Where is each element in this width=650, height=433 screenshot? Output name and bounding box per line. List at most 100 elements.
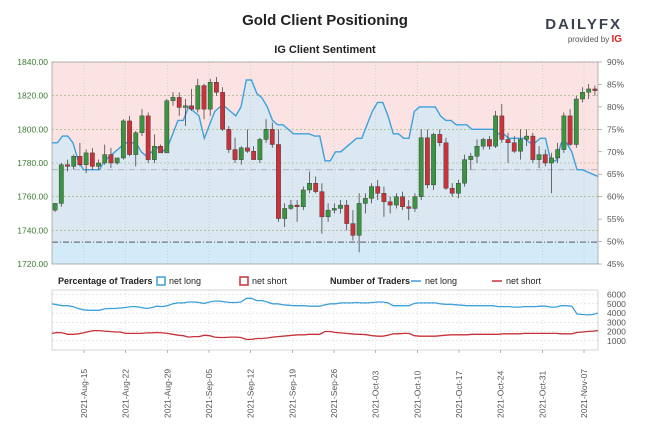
price-panel-border — [51, 61, 599, 265]
count-tick-label: 2000 — [607, 327, 626, 337]
candle-up — [164, 100, 170, 154]
candle-down — [220, 92, 225, 130]
candle-up — [580, 92, 585, 100]
candle-down — [89, 152, 95, 167]
pct-tick-label: 50% — [607, 237, 624, 247]
candle-up — [114, 157, 120, 164]
candle-up — [120, 120, 126, 159]
candle-down — [350, 223, 356, 236]
candle-up — [493, 115, 498, 147]
x-tick-label: 2021-Nov-07 — [579, 369, 589, 418]
candle-down — [214, 81, 219, 93]
count-short-line — [51, 329, 599, 341]
price-tick-label: 1760.00 — [17, 192, 48, 202]
candle-down — [232, 149, 238, 160]
candle-down — [313, 182, 319, 192]
legend-pct-short-label: net short — [252, 276, 288, 286]
candle-up — [307, 182, 312, 191]
candle-up — [418, 137, 424, 197]
candle-down — [511, 142, 517, 152]
candle-up — [480, 139, 486, 147]
pct-tick-label: 90% — [607, 57, 624, 67]
legend-num-short-label: net short — [506, 276, 542, 286]
x-tick-label: 2021-Aug-29 — [162, 369, 172, 418]
brand-block: DAILYFX provided by IG — [545, 16, 622, 45]
chart-title: Gold Client Positioning — [242, 12, 408, 29]
candle-up — [288, 204, 294, 209]
candle-down — [437, 134, 443, 143]
candle-up — [282, 208, 288, 219]
candle-down — [77, 156, 83, 165]
candle-up — [586, 88, 592, 93]
candle-down — [201, 85, 207, 110]
price-tick-label: 1780.00 — [17, 158, 48, 168]
candle-up — [300, 189, 306, 207]
candle-up — [468, 156, 474, 160]
candle-up — [325, 209, 331, 218]
candle-down — [344, 204, 350, 224]
count-long-line — [51, 297, 599, 316]
legend-pct-short-swatch — [239, 276, 249, 286]
price-tick-label: 1840.00 — [17, 57, 48, 67]
chart-subtitle: IG Client Sentiment — [274, 44, 376, 56]
candle-down — [449, 188, 455, 194]
candle-down — [567, 115, 573, 145]
lower-panel-border — [51, 289, 599, 351]
pct-tick-label: 45% — [607, 259, 624, 269]
x-tick-label: 2021-Sep-05 — [204, 369, 214, 418]
legend-num-long-label: net long — [425, 276, 457, 286]
count-tick-label: 5000 — [607, 299, 626, 309]
candle-down — [505, 139, 511, 144]
candle-up — [549, 157, 554, 164]
pct-long-area — [52, 80, 598, 264]
pct-tick-label: 65% — [607, 169, 624, 179]
candle-up — [238, 147, 244, 160]
legend-num-label: Number of Traders — [330, 276, 410, 286]
count-tick-label: 1000 — [607, 336, 626, 346]
x-tick-label: 2021-Aug-15 — [79, 369, 89, 418]
candle-down — [108, 154, 114, 164]
price-panel: 1720.00 1740.00 1760.00 1780.00 1800.00 1820.… — [17, 57, 624, 269]
candle-up — [195, 85, 201, 110]
candle-up — [331, 208, 337, 211]
candle-up — [52, 203, 58, 211]
candle-down — [269, 129, 275, 145]
pct-tick-label: 75% — [607, 124, 624, 134]
candle-up — [170, 97, 176, 101]
count-tick-label: 3000 — [607, 317, 626, 327]
candle-down — [189, 105, 194, 110]
legend-pct-label: Percentage of Traders — [58, 276, 153, 286]
brand-byline: provided by IG — [545, 34, 622, 45]
candle-down — [592, 88, 598, 91]
x-tick-label: 2021-Oct-17 — [454, 370, 464, 418]
x-tick-label: 2021-Oct-24 — [496, 370, 506, 418]
count-tick-label: 4000 — [607, 308, 626, 318]
candle-up — [555, 149, 561, 159]
candle-down — [530, 135, 536, 160]
candle-down — [443, 142, 449, 189]
candle-up — [83, 152, 89, 165]
legend-row: Percentage of Traders net long net short… — [58, 276, 542, 286]
price-tick-label: 1820.00 — [17, 91, 48, 101]
candle-up — [183, 105, 188, 108]
candle-up — [462, 159, 467, 184]
candle-down — [499, 115, 505, 140]
x-tick-label: 2021-Oct-31 — [537, 370, 547, 418]
candle-down — [319, 191, 325, 218]
candle-up — [536, 154, 542, 160]
pct-tick-label: 85% — [607, 79, 624, 89]
pct-tick-label: 60% — [607, 192, 624, 202]
pct-long-line — [52, 79, 599, 178]
candle-down — [145, 115, 151, 160]
candle-up — [207, 81, 213, 110]
candle-up — [152, 145, 157, 160]
candle-up — [573, 98, 579, 145]
candle-up — [263, 129, 269, 140]
brand-byline-text: provided by — [567, 35, 610, 44]
candle-down — [400, 196, 405, 207]
legend-pct-long-swatch — [156, 276, 166, 286]
candle-up — [96, 162, 101, 167]
pct-tick-label: 70% — [607, 147, 624, 157]
